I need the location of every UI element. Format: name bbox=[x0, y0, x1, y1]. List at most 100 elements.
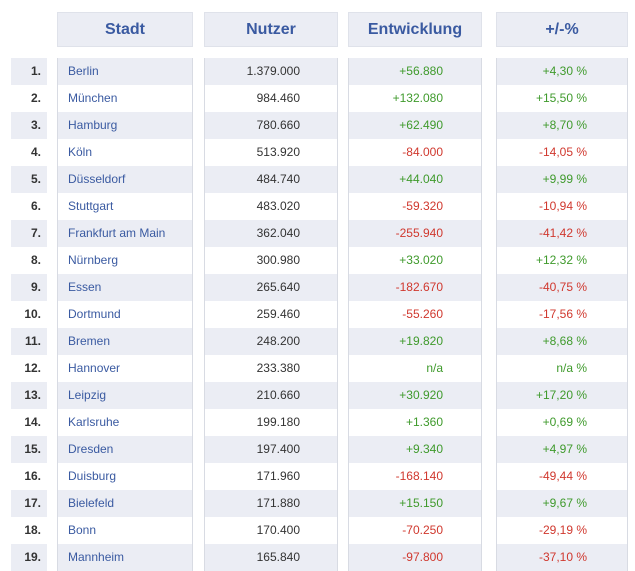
development-cell: +33.020 bbox=[348, 247, 482, 274]
percent-cell: +4,97 % bbox=[496, 436, 628, 463]
table-row: 9. Essen 265.640 -182.670 -40,75 % bbox=[0, 274, 635, 301]
development-cell: -255.940 bbox=[348, 220, 482, 247]
table-row: 16. Duisburg 171.960 -168.140 -49,44 % bbox=[0, 463, 635, 490]
city-cell: Düsseldorf bbox=[57, 166, 193, 193]
city-cell: Berlin bbox=[57, 58, 193, 85]
table-row: 12. Hannover 233.380 n/a n/a % bbox=[0, 355, 635, 382]
column-header-city[interactable]: Stadt bbox=[57, 12, 193, 47]
city-cell: Karlsruhe bbox=[57, 409, 193, 436]
city-cell: Hamburg bbox=[57, 112, 193, 139]
table-row: 6. Stuttgart 483.020 -59.320 -10,94 % bbox=[0, 193, 635, 220]
percent-cell: +8,70 % bbox=[496, 112, 628, 139]
ranking-table: 1. Berlin 1.379.000 +56.880 +4,30 % 2. München… bbox=[0, 58, 635, 571]
development-cell: +56.880 bbox=[348, 58, 482, 85]
development-cell: -70.250 bbox=[348, 517, 482, 544]
table-row: 5. Düsseldorf 484.740 +44.040 +9,99 % bbox=[0, 166, 635, 193]
column-header-users[interactable]: Nutzer bbox=[204, 12, 338, 47]
rank-cell: 19. bbox=[11, 544, 47, 571]
table-row: 10. Dortmund 259.460 -55.260 -17,56 % bbox=[0, 301, 635, 328]
development-cell: -182.670 bbox=[348, 274, 482, 301]
users-cell: 171.960 bbox=[204, 463, 338, 490]
percent-cell: -17,56 % bbox=[496, 301, 628, 328]
rank-cell: 5. bbox=[11, 166, 47, 193]
rank-cell: 16. bbox=[11, 463, 47, 490]
rank-cell: 1. bbox=[11, 58, 47, 85]
percent-cell: -29,19 % bbox=[496, 517, 628, 544]
percent-cell: -49,44 % bbox=[496, 463, 628, 490]
table-row: 18. Bonn 170.400 -70.250 -29,19 % bbox=[0, 517, 635, 544]
development-cell: +132.080 bbox=[348, 85, 482, 112]
users-cell: 197.400 bbox=[204, 436, 338, 463]
city-cell: Bielefeld bbox=[57, 490, 193, 517]
table-row: 7. Frankfurt am Main 362.040 -255.940 -41,42… bbox=[0, 220, 635, 247]
percent-cell: -41,42 % bbox=[496, 220, 628, 247]
development-cell: -55.260 bbox=[348, 301, 482, 328]
users-cell: 259.460 bbox=[204, 301, 338, 328]
development-cell: +9.340 bbox=[348, 436, 482, 463]
development-cell: +1.360 bbox=[348, 409, 482, 436]
city-cell: Hannover bbox=[57, 355, 193, 382]
users-cell: 513.920 bbox=[204, 139, 338, 166]
development-cell: n/a bbox=[348, 355, 482, 382]
column-header-percent[interactable]: +/-% bbox=[496, 12, 628, 47]
table-row: 19. Mannheim 165.840 -97.800 -37,10 % bbox=[0, 544, 635, 571]
users-cell: 984.460 bbox=[204, 85, 338, 112]
table-row: 11. Bremen 248.200 +19.820 +8,68 % bbox=[0, 328, 635, 355]
percent-cell: -14,05 % bbox=[496, 139, 628, 166]
development-cell: +15.150 bbox=[348, 490, 482, 517]
percent-cell: +9,67 % bbox=[496, 490, 628, 517]
users-cell: 171.880 bbox=[204, 490, 338, 517]
rank-cell: 14. bbox=[11, 409, 47, 436]
users-cell: 483.020 bbox=[204, 193, 338, 220]
development-cell: -97.800 bbox=[348, 544, 482, 571]
development-cell: +30.920 bbox=[348, 382, 482, 409]
development-cell: +44.040 bbox=[348, 166, 482, 193]
city-cell: Dortmund bbox=[57, 301, 193, 328]
users-cell: 1.379.000 bbox=[204, 58, 338, 85]
table-row: 1. Berlin 1.379.000 +56.880 +4,30 % bbox=[0, 58, 635, 85]
users-cell: 300.980 bbox=[204, 247, 338, 274]
percent-cell: -40,75 % bbox=[496, 274, 628, 301]
city-cell: Stuttgart bbox=[57, 193, 193, 220]
city-cell: München bbox=[57, 85, 193, 112]
development-cell: -168.140 bbox=[348, 463, 482, 490]
percent-cell: +4,30 % bbox=[496, 58, 628, 85]
development-cell: +62.490 bbox=[348, 112, 482, 139]
table-row: 2. München 984.460 +132.080 +15,50 % bbox=[0, 85, 635, 112]
city-cell: Mannheim bbox=[57, 544, 193, 571]
city-cell: Köln bbox=[57, 139, 193, 166]
users-cell: 780.660 bbox=[204, 112, 338, 139]
city-cell: Duisburg bbox=[57, 463, 193, 490]
table-row: 15. Dresden 197.400 +9.340 +4,97 % bbox=[0, 436, 635, 463]
column-header-development[interactable]: Entwicklung bbox=[348, 12, 482, 47]
rank-cell: 9. bbox=[11, 274, 47, 301]
development-cell: -84.000 bbox=[348, 139, 482, 166]
percent-cell: +15,50 % bbox=[496, 85, 628, 112]
users-cell: 233.380 bbox=[204, 355, 338, 382]
users-cell: 362.040 bbox=[204, 220, 338, 247]
city-cell: Leipzig bbox=[57, 382, 193, 409]
users-cell: 265.640 bbox=[204, 274, 338, 301]
rank-cell: 2. bbox=[11, 85, 47, 112]
rank-cell: 6. bbox=[11, 193, 47, 220]
table-row: 13. Leipzig 210.660 +30.920 +17,20 % bbox=[0, 382, 635, 409]
percent-cell: +8,68 % bbox=[496, 328, 628, 355]
table-row: 4. Köln 513.920 -84.000 -14,05 % bbox=[0, 139, 635, 166]
percent-cell: -10,94 % bbox=[496, 193, 628, 220]
rank-cell: 3. bbox=[11, 112, 47, 139]
percent-cell: -37,10 % bbox=[496, 544, 628, 571]
rank-cell: 10. bbox=[11, 301, 47, 328]
percent-cell: +9,99 % bbox=[496, 166, 628, 193]
users-cell: 248.200 bbox=[204, 328, 338, 355]
rank-cell: 8. bbox=[11, 247, 47, 274]
percent-cell: +12,32 % bbox=[496, 247, 628, 274]
city-cell: Essen bbox=[57, 274, 193, 301]
development-cell: -59.320 bbox=[348, 193, 482, 220]
city-cell: Nürnberg bbox=[57, 247, 193, 274]
percent-cell: +0,69 % bbox=[496, 409, 628, 436]
table-row: 3. Hamburg 780.660 +62.490 +8,70 % bbox=[0, 112, 635, 139]
rank-cell: 13. bbox=[11, 382, 47, 409]
city-cell: Frankfurt am Main bbox=[57, 220, 193, 247]
percent-cell: n/a % bbox=[496, 355, 628, 382]
users-cell: 210.660 bbox=[204, 382, 338, 409]
